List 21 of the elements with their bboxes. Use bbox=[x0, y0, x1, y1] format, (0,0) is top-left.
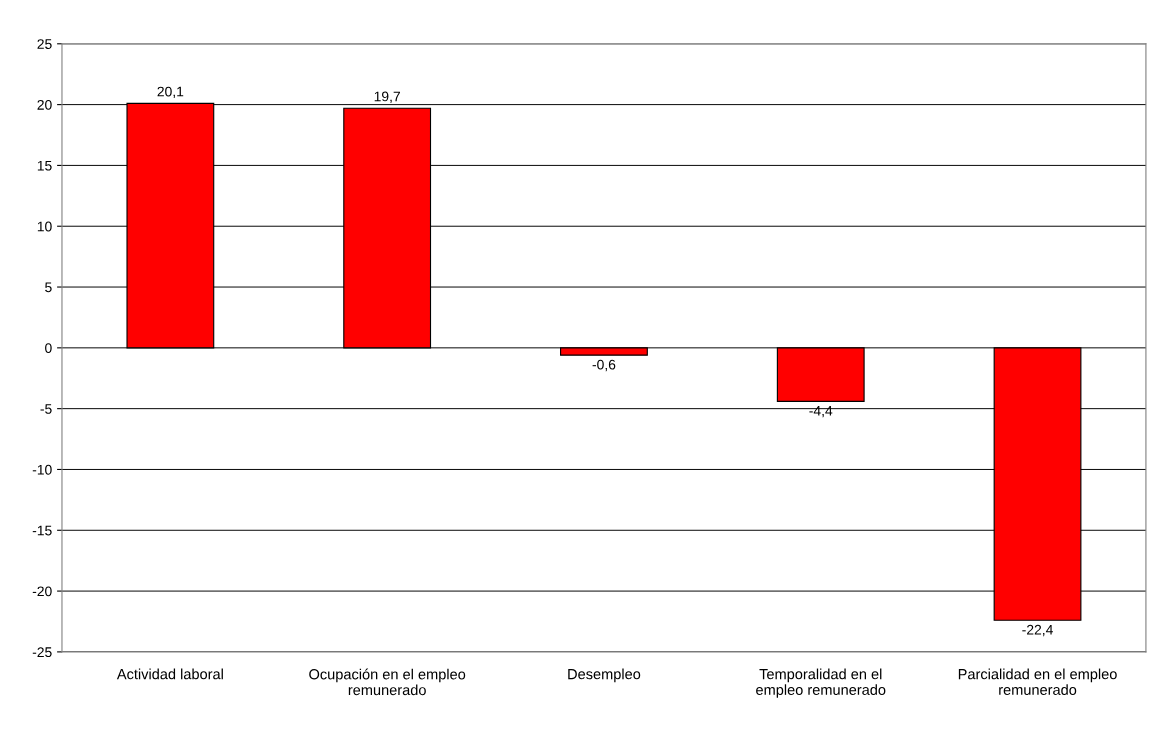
y-tick-label: 20 bbox=[37, 99, 52, 110]
x-tick-label: Desempleo bbox=[568, 668, 641, 683]
y-tick-label: -20 bbox=[32, 586, 52, 597]
x-tick-label: Parcialidad en el empleo remunerado bbox=[958, 668, 1117, 695]
x-tick-label: Actividad laboral bbox=[116, 668, 223, 680]
data-label: -22,4 bbox=[1022, 624, 1053, 637]
y-tick-label: 0 bbox=[45, 343, 52, 354]
data-label: -0,6 bbox=[592, 359, 616, 372]
data-label: 19,7 bbox=[374, 91, 400, 103]
y-tick-label: 25 bbox=[37, 39, 52, 49]
y-tick-label: -15 bbox=[32, 525, 52, 536]
y-tick-label: -25 bbox=[32, 647, 52, 658]
x-tick-label: Temporalidad en el empleo remunerado bbox=[756, 668, 886, 698]
y-tick-label: 15 bbox=[37, 160, 52, 171]
y-tick-label: -10 bbox=[32, 464, 52, 475]
y-tick-label: -5 bbox=[40, 404, 52, 414]
data-label: 20,1 bbox=[157, 86, 184, 99]
y-tick-label: 5 bbox=[45, 282, 52, 293]
data-label: -4,4 bbox=[809, 406, 833, 418]
y-tick-label: 10 bbox=[37, 221, 52, 232]
x-tick-label: Ocupación en el empleo remunerado bbox=[309, 668, 466, 696]
